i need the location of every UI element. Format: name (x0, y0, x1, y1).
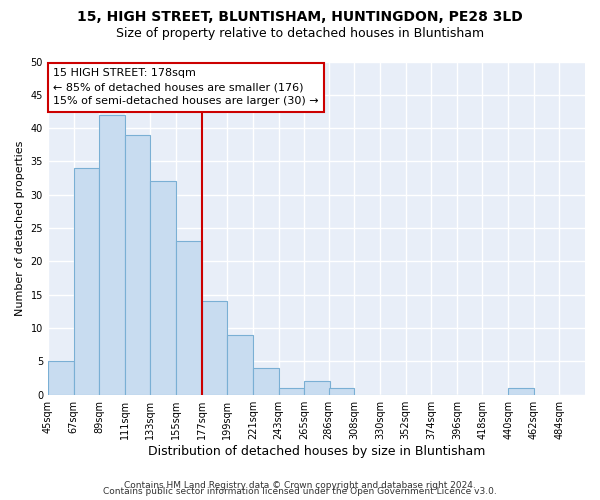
Bar (227, 334, 253, 394)
Bar (176, 242, 202, 394)
Text: 15, HIGH STREET, BLUNTISHAM, HUNTINGDON, PE28 3LD: 15, HIGH STREET, BLUNTISHAM, HUNTINGDON,… (77, 10, 523, 24)
Bar (125, 135, 151, 394)
Text: Size of property relative to detached houses in Bluntisham: Size of property relative to detached ho… (116, 28, 484, 40)
Bar (99, 115, 125, 394)
Text: 15 HIGH STREET: 178sqm
← 85% of detached houses are smaller (176)
15% of semi-de: 15 HIGH STREET: 178sqm ← 85% of detached… (53, 68, 319, 106)
Text: Contains HM Land Registry data © Crown copyright and database right 2024.: Contains HM Land Registry data © Crown c… (124, 481, 476, 490)
Bar (48, 362, 74, 394)
Bar (278, 388, 304, 394)
Bar (151, 182, 176, 394)
Bar (253, 368, 278, 394)
Bar (329, 388, 355, 394)
Bar (74, 168, 99, 394)
Bar (202, 302, 227, 394)
Text: Contains public sector information licensed under the Open Government Licence v3: Contains public sector information licen… (103, 487, 497, 496)
Bar (304, 382, 330, 394)
X-axis label: Distribution of detached houses by size in Bluntisham: Distribution of detached houses by size … (148, 444, 485, 458)
Y-axis label: Number of detached properties: Number of detached properties (15, 140, 25, 316)
Bar (508, 388, 534, 394)
